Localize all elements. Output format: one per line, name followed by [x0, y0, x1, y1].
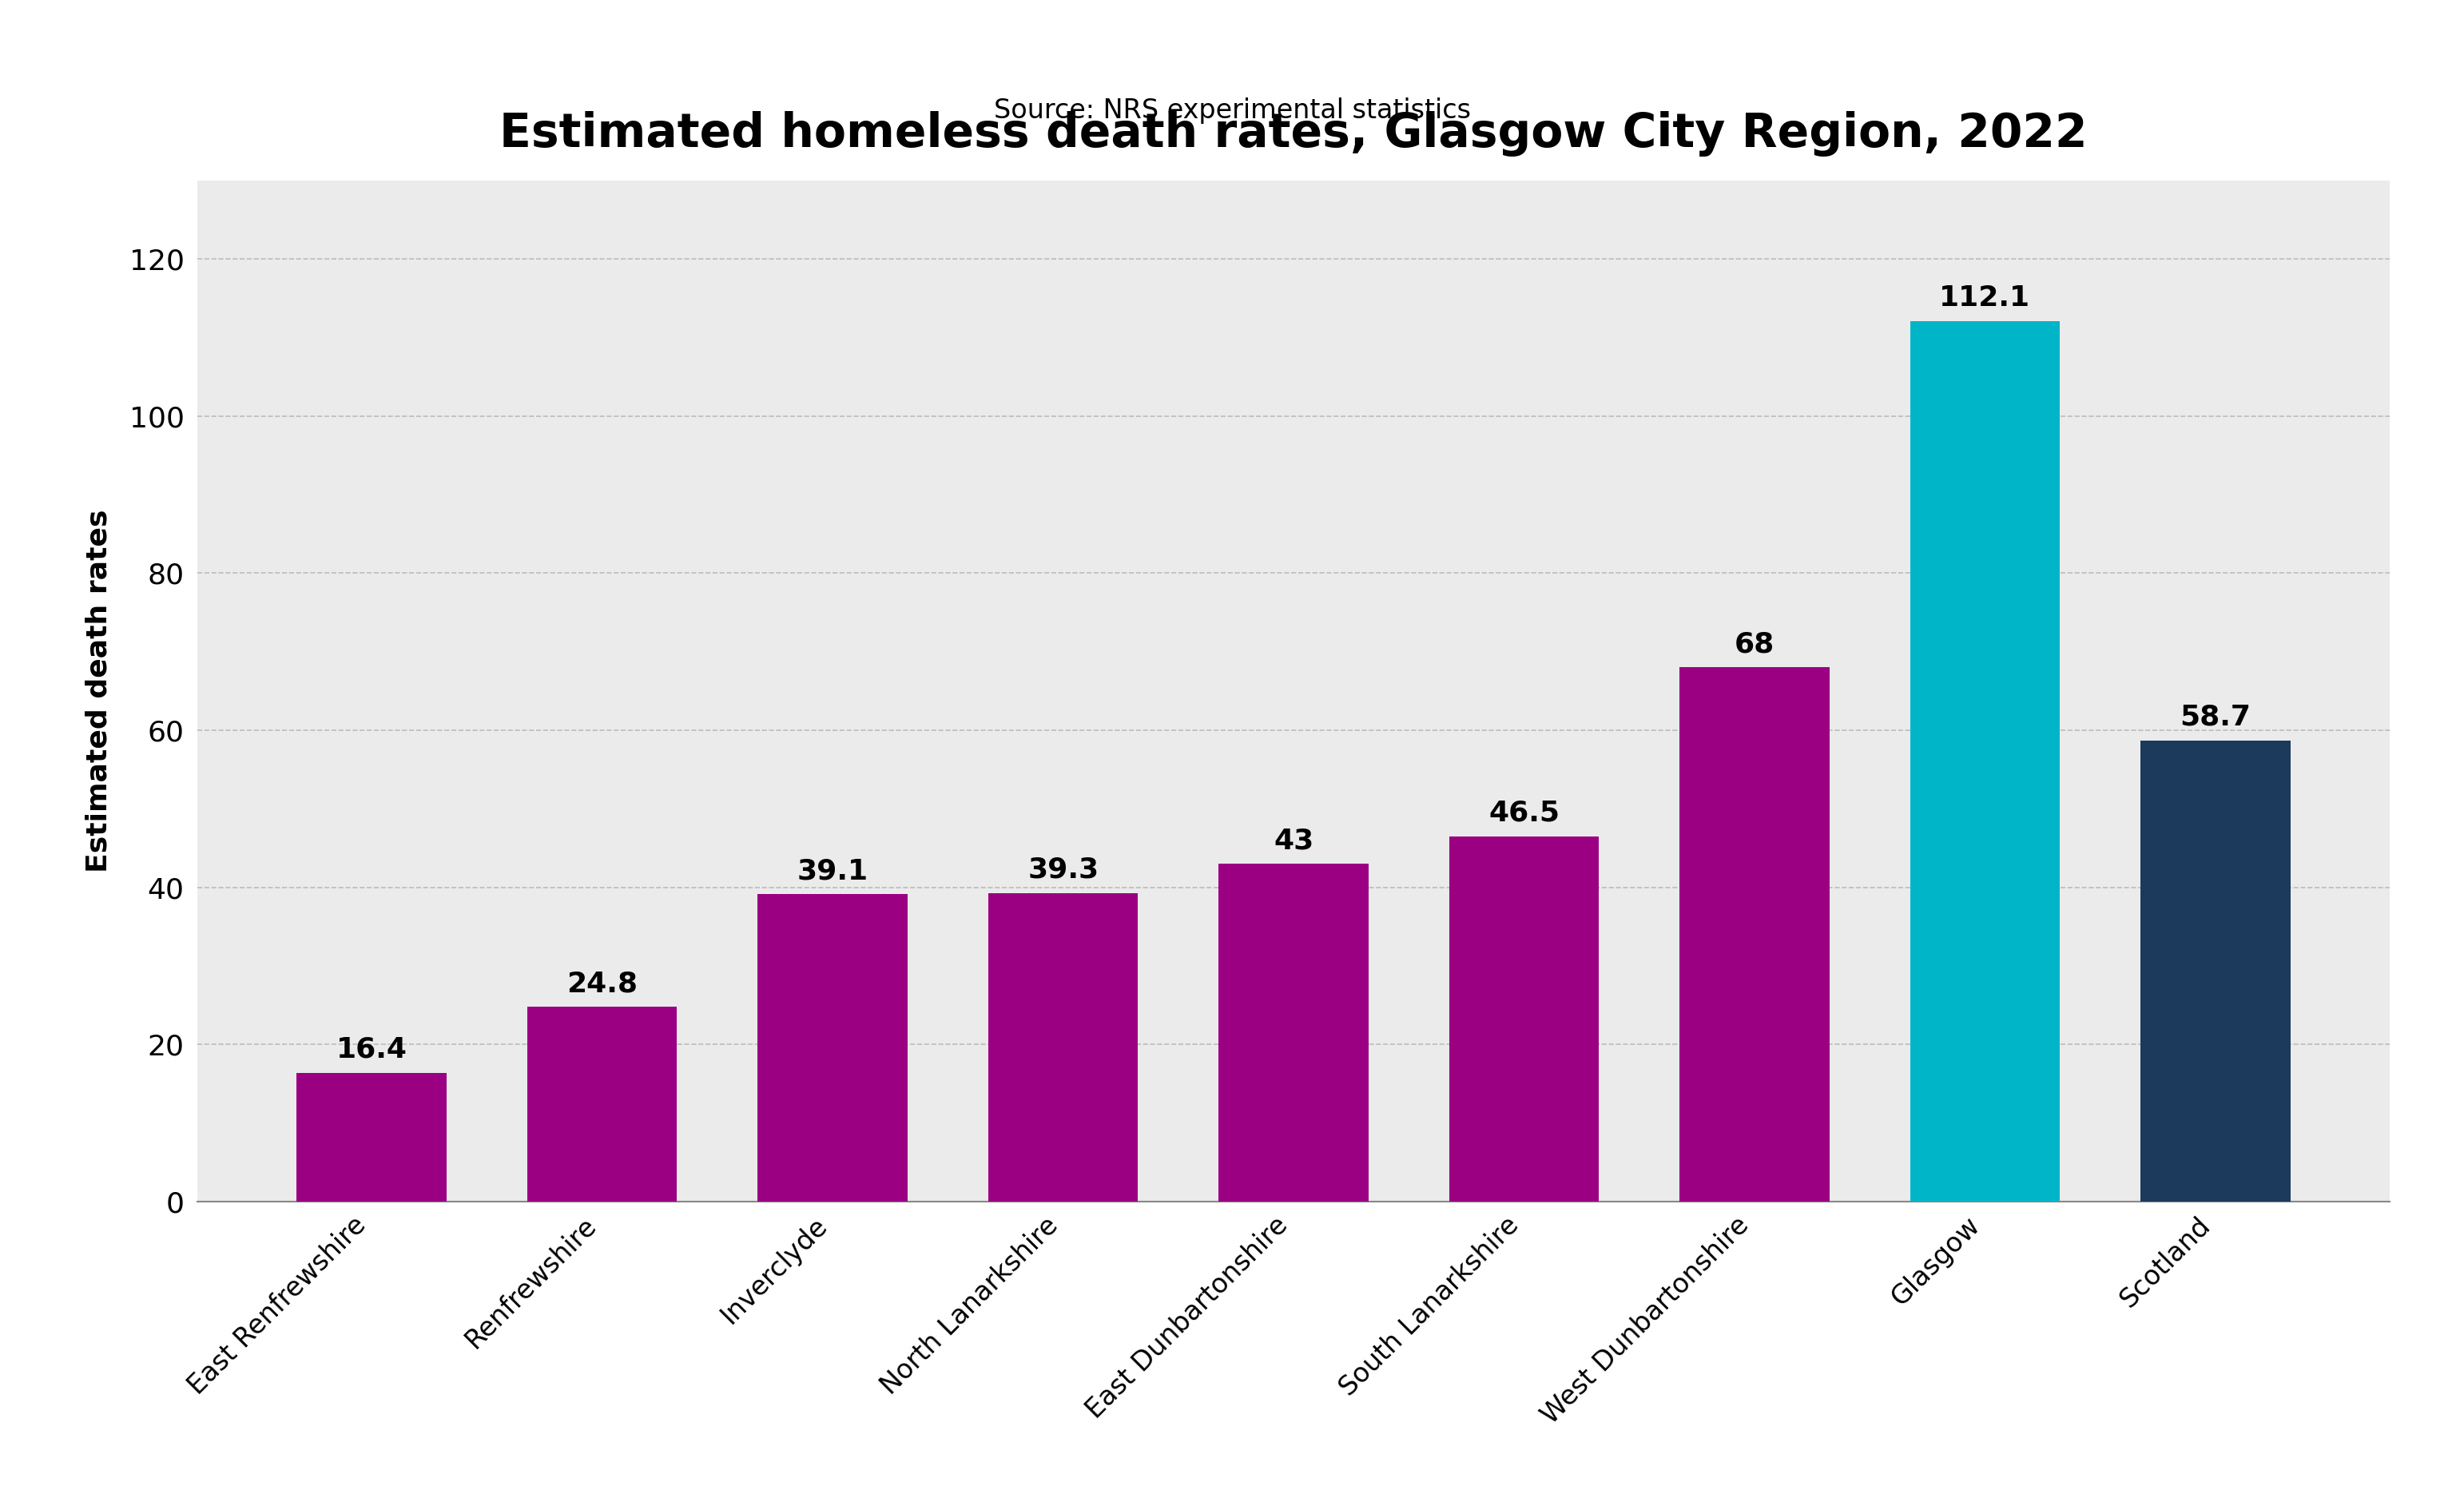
- Bar: [527, 1006, 678, 1202]
- Text: 68: 68: [1735, 631, 1774, 658]
- Y-axis label: Estimated death rates: Estimated death rates: [86, 509, 113, 873]
- Text: 39.1: 39.1: [796, 858, 867, 885]
- Bar: [2141, 740, 2292, 1202]
- Text: 46.5: 46.5: [1488, 799, 1560, 826]
- Bar: [1220, 864, 1368, 1202]
- Bar: [1910, 321, 2060, 1202]
- Text: 24.8: 24.8: [567, 970, 638, 997]
- Text: 39.3: 39.3: [1027, 856, 1099, 883]
- Bar: [1680, 667, 1828, 1202]
- Bar: [759, 894, 907, 1202]
- Bar: [296, 1072, 446, 1202]
- Title: Estimated homeless death rates, Glasgow City Region, 2022: Estimated homeless death rates, Glasgow …: [500, 111, 2087, 156]
- Text: 43: 43: [1274, 828, 1313, 855]
- Text: 58.7: 58.7: [2181, 704, 2252, 731]
- Bar: [988, 892, 1138, 1202]
- Text: 16.4: 16.4: [335, 1036, 407, 1063]
- Bar: [1449, 837, 1599, 1202]
- Text: 112.1: 112.1: [1939, 284, 2030, 311]
- Text: Source: NRS experimental statistics: Source: NRS experimental statistics: [993, 98, 1471, 125]
